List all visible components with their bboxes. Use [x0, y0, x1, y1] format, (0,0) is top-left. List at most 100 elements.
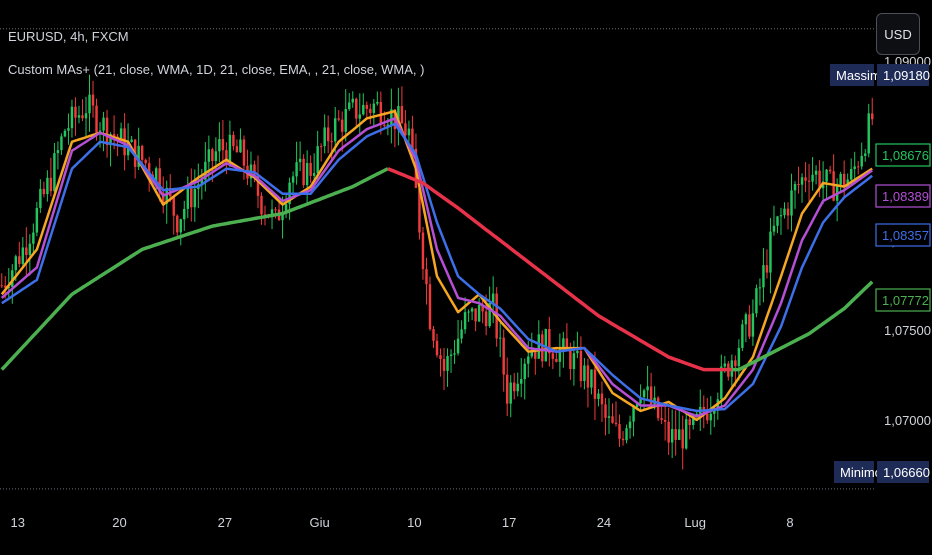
candle-up — [28, 243, 32, 255]
price-label-price-box — [875, 143, 931, 167]
candle-down — [484, 311, 488, 327]
x-tick-label: 17 — [502, 515, 516, 530]
candle-up — [720, 366, 723, 400]
candle-down — [172, 196, 175, 216]
candle-down — [404, 123, 407, 136]
candle-up — [154, 168, 158, 181]
x-tick-label: 24 — [597, 515, 611, 530]
candle-down — [512, 382, 516, 392]
price-label-wma_21-box — [875, 184, 931, 208]
low-label-box — [834, 461, 874, 483]
candle-down — [211, 149, 214, 162]
candle-down — [341, 119, 344, 132]
candle-up — [218, 139, 221, 152]
candle-up — [607, 416, 611, 418]
candle-up — [449, 354, 453, 357]
high-value: 1,09180 — [883, 68, 930, 83]
candle-down — [442, 358, 446, 371]
candle-down — [147, 163, 151, 175]
candle-up — [214, 151, 218, 162]
candle-up — [165, 187, 168, 204]
candle-up — [137, 145, 140, 167]
candle-down — [765, 265, 769, 273]
candle-down — [681, 429, 684, 449]
candle-down — [871, 113, 874, 120]
price-label-wma_21: 1,08389 — [882, 189, 929, 204]
candle-up — [298, 158, 302, 163]
candle-up — [751, 313, 755, 337]
candle-down — [144, 159, 147, 164]
candle-up — [284, 204, 288, 213]
indicator-legend[interactable]: Custom MAs+ (21, close, WMA, 1D, 21, clo… — [8, 62, 425, 77]
candle-up — [509, 382, 512, 404]
candle-up — [186, 187, 190, 209]
candle-up — [348, 102, 351, 110]
candle-down — [432, 329, 435, 341]
candle-up — [130, 139, 133, 142]
x-tick-label: 13 — [11, 515, 25, 530]
price-axis: 1,070001,075001,080001,085001,09000Massi… — [830, 54, 931, 483]
candle-down — [235, 146, 239, 153]
candle-down — [660, 418, 663, 420]
candle-up — [193, 189, 197, 208]
candle-down — [158, 168, 161, 193]
candle-up — [109, 134, 112, 146]
candle-up — [776, 216, 779, 226]
candle-up — [572, 353, 576, 370]
candle-down — [260, 195, 263, 215]
candle-down — [225, 150, 228, 165]
candle-up — [762, 265, 765, 288]
candle-down — [256, 174, 260, 196]
candle-up — [463, 312, 467, 330]
candle-up — [772, 225, 776, 232]
candle-up — [537, 334, 541, 359]
candle-down — [365, 104, 369, 109]
candle-down — [355, 98, 358, 119]
candle-up — [63, 130, 67, 137]
candle-up — [207, 149, 211, 162]
candle-down — [481, 304, 484, 312]
candle-down — [74, 106, 77, 118]
candle-up — [530, 350, 533, 357]
candle-down — [242, 139, 246, 166]
candle-up — [35, 207, 39, 233]
x-tick-label: 10 — [407, 515, 421, 530]
candle-up — [769, 231, 772, 273]
candle-up — [793, 184, 797, 191]
candle-up — [46, 177, 49, 195]
candle-down — [400, 106, 404, 124]
high-label-box — [830, 64, 874, 86]
candle-down — [25, 247, 28, 255]
x-tick-label: 20 — [112, 515, 126, 530]
candle-up — [102, 117, 105, 131]
candle-up — [77, 115, 81, 118]
candle-down — [49, 177, 53, 192]
candle-up — [453, 353, 456, 355]
candle-up — [460, 329, 463, 339]
candle-down — [555, 358, 558, 362]
candle-up — [527, 356, 530, 364]
candle-up — [386, 124, 390, 126]
candle-up — [814, 170, 818, 175]
candle-up — [744, 314, 748, 325]
candle-down — [42, 188, 46, 195]
candle-up — [491, 293, 495, 304]
daily-ma-line-up — [731, 280, 874, 372]
candle-up — [583, 365, 586, 382]
candle-up — [576, 350, 579, 354]
candle-up — [863, 153, 867, 156]
candle-down — [309, 162, 312, 176]
candle-down — [435, 340, 439, 356]
candle-down — [569, 349, 572, 370]
candle-down — [797, 184, 800, 186]
candle-up — [179, 219, 182, 233]
x-tick-label: Giu — [310, 515, 330, 530]
candle-down — [593, 369, 597, 399]
candle-down — [421, 232, 425, 270]
low-value: 1,06660 — [883, 465, 930, 480]
candle-down — [140, 145, 144, 160]
currency-button[interactable]: USD — [876, 13, 920, 55]
candle-up — [684, 419, 688, 449]
